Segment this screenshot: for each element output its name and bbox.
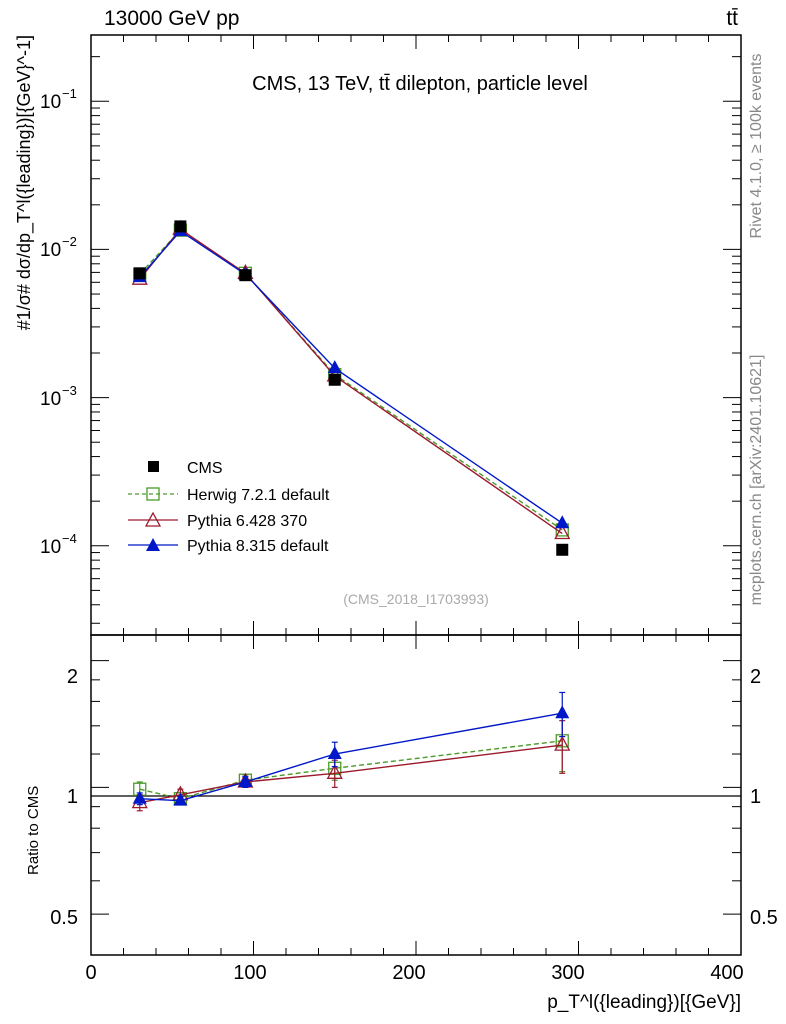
legend-pythia6-marker <box>144 511 162 527</box>
y-tick-ratio-1-left: 1 <box>67 786 78 808</box>
y-axis-title-main: #1/σ# dσ/dp_T^l({leading})[{GeV}^-1] <box>14 35 35 330</box>
ratio-point-pythia6 <box>326 763 343 779</box>
y-tick-ratio-05-left: 0.5 <box>50 907 78 929</box>
main-series-group <box>131 219 571 556</box>
x-axis-title: p_T^l({leading})[{GeV}] <box>547 992 741 1013</box>
ratio-point-pythia6 <box>554 735 571 751</box>
data-point-pythia8 <box>327 360 342 374</box>
legend-cms-label: CMS <box>187 460 223 477</box>
analysis-id: (CMS_2018_I1703993) <box>343 591 489 607</box>
data-point-cms <box>328 373 341 386</box>
y-axis-title-ratio: Ratio to CMS <box>25 786 42 875</box>
ratio-point-pythia8 <box>327 746 342 760</box>
svg-text:10: 10 <box>40 389 61 410</box>
y-tick-main-1e-4-exp: −4 <box>62 531 77 546</box>
legend-pythia6-label: Pythia 6.428 370 <box>187 513 307 530</box>
ratio-point-pythia8 <box>555 705 570 719</box>
ratio-line-herwig <box>139 740 563 800</box>
data-point-cms <box>133 267 146 280</box>
svg-text:10: 10 <box>40 240 61 261</box>
svg-text:−1: −1 <box>62 86 77 101</box>
data-point-cms <box>556 543 569 556</box>
legend-cms-marker <box>148 461 159 472</box>
mcplots-label: mcplots.cern.ch [arXiv:2401.10621] <box>748 355 765 606</box>
legend-pythia8-marker <box>146 538 160 551</box>
y-tick-main-1e-2: 10 −2 <box>40 234 77 261</box>
svg-text:10: 10 <box>40 537 61 558</box>
data-point-cms <box>174 220 187 233</box>
ratio-point-pythia8 <box>173 792 188 806</box>
ratio-point-pythia8 <box>238 773 253 787</box>
legend-herwig-label: Herwig 7.2.1 default <box>187 487 330 504</box>
y-tick-ratio-2-right: 2 <box>750 666 761 688</box>
legend: CMS Herwig 7.2.1 default Pythia 6.428 37… <box>128 460 330 555</box>
y-tick-main-1e-1: 10 −1 <box>40 86 77 113</box>
legend-pythia8-label: Pythia 8.315 default <box>187 538 329 555</box>
y-tick-ratio-2-left: 2 <box>67 666 78 688</box>
x-tick-0: 0 <box>85 962 96 984</box>
x-tick-300: 300 <box>551 962 584 984</box>
series-line-pythia8 <box>139 230 563 524</box>
ratio-point-pythia8 <box>132 790 147 804</box>
data-point-pythia6 <box>554 524 571 540</box>
rivet-label: Rivet 4.1.0, ≥ 100k events <box>748 54 765 239</box>
x-tick-200: 200 <box>392 962 425 984</box>
x-tick-100: 100 <box>233 962 266 984</box>
y-tick-main-1e-4: 10 −4 <box>40 531 77 558</box>
svg-text:−3: −3 <box>62 383 77 398</box>
axis-ticks <box>90 35 742 955</box>
y-tick-ratio-05-right: 0.5 <box>750 907 778 929</box>
ratio-line-pythia8 <box>139 712 563 802</box>
process-label: 13000 GeV pp <box>104 7 239 30</box>
svg-text:10: 10 <box>40 92 61 113</box>
data-point-cms <box>239 269 252 282</box>
y-tick-ratio-1-right: 1 <box>750 786 761 808</box>
x-tick-400: 400 <box>710 962 743 984</box>
svg-text:−2: −2 <box>62 234 77 249</box>
ratio-series-group <box>131 691 571 812</box>
chart-title: CMS, 13 TeV, tt̄ dilepton, particle leve… <box>252 73 588 95</box>
data-point-pythia8 <box>555 515 570 529</box>
legend-herwig-marker <box>146 487 160 501</box>
y-tick-main-1e-3: 10 −3 <box>40 383 77 410</box>
channel-label: tt̄ <box>726 7 738 30</box>
ratio-panel-frame <box>90 634 742 956</box>
